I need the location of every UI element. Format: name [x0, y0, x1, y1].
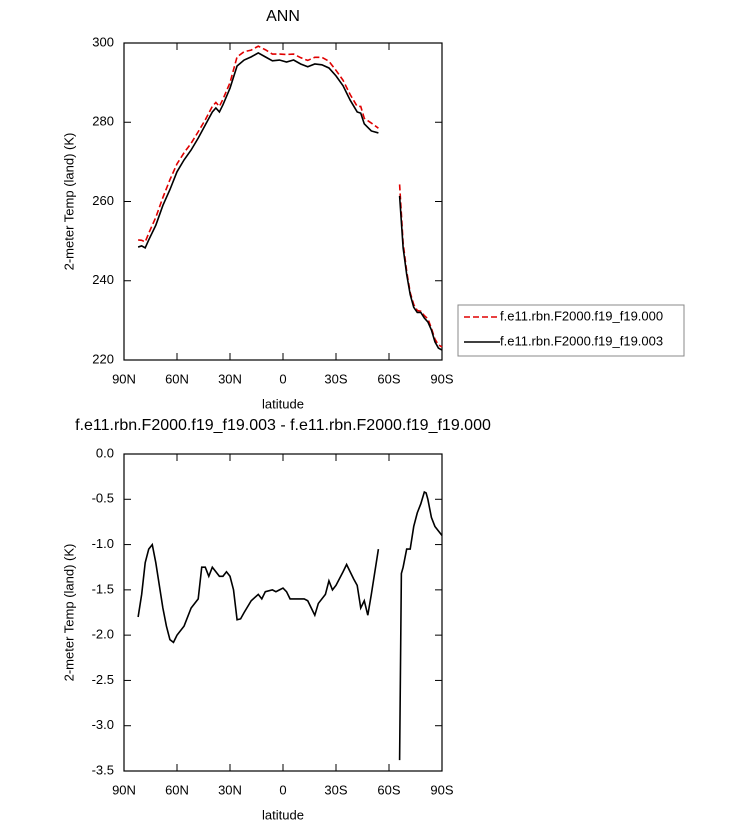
data-line: [137, 490, 443, 761]
x-tick-label: 90S: [430, 371, 453, 386]
legend-label: f.e11.rbn.F2000.f19_f19.003: [500, 333, 663, 348]
data-line: [138, 45, 443, 348]
x-tick-label: 30N: [218, 782, 242, 797]
x-axis-label: latitude: [262, 807, 304, 822]
data-line: [137, 51, 443, 351]
x-axis-label: latitude: [262, 396, 304, 411]
y-tick-label: -0.5: [92, 491, 114, 506]
y-tick-label: 240: [92, 272, 114, 287]
legend-box: [457, 304, 685, 357]
y-tick-label: 280: [92, 114, 114, 129]
x-tick-label: 60S: [377, 371, 400, 386]
y-tick-label: -2.0: [92, 627, 114, 642]
plot-frame: [123, 42, 443, 361]
y-axis-label: 2-meter Temp (land) (K): [61, 544, 76, 682]
y-tick-label: -2.5: [92, 672, 114, 687]
x-tick-label: 60S: [377, 782, 400, 797]
x-tick-label: 0: [279, 371, 286, 386]
x-tick-label: 60N: [165, 371, 189, 386]
x-tick-label: 90N: [112, 782, 136, 797]
y-tick-label: -1.5: [92, 581, 114, 596]
x-tick-label: 90S: [430, 782, 453, 797]
x-tick-label: 60N: [165, 782, 189, 797]
x-tick-label: 0: [279, 782, 286, 797]
legend-label: f.e11.rbn.F2000.f19_f19.000: [500, 308, 663, 323]
chart-title: ANN: [266, 8, 300, 25]
y-tick-label: 0.0: [96, 445, 114, 460]
y-tick-label: -3.5: [92, 762, 114, 777]
x-tick-label: 30N: [218, 371, 242, 386]
x-tick-label: 90N: [112, 371, 136, 386]
x-tick-label: 30S: [324, 371, 347, 386]
y-tick-label: -1.0: [92, 536, 114, 551]
x-tick-label: 30S: [324, 782, 347, 797]
y-tick-label: 260: [92, 193, 114, 208]
y-axis-label: 2-meter Temp (land) (K): [61, 133, 76, 271]
plot-frame: [123, 453, 443, 772]
y-tick-label: 220: [92, 351, 114, 366]
y-tick-label: -3.0: [92, 717, 114, 732]
y-tick-label: 300: [92, 34, 114, 49]
chart-title: f.e11.rbn.F2000.f19_f19.003 - f.e11.rbn.…: [75, 417, 491, 434]
